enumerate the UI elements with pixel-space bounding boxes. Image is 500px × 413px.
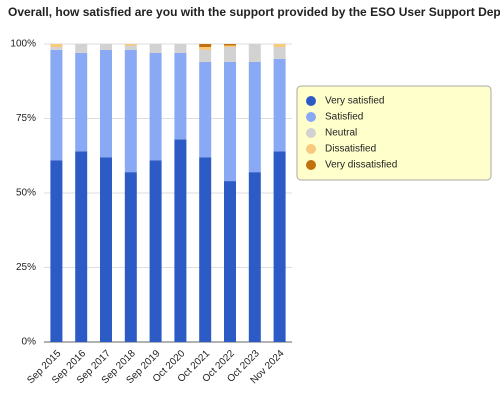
bar-segment	[75, 44, 88, 53]
y-tick-label: 75%	[16, 113, 36, 124]
bar-segment	[199, 61, 212, 158]
bar-segment	[149, 44, 162, 53]
bar-segment	[124, 49, 137, 173]
y-tick-label: 0%	[22, 337, 37, 348]
bar-segment	[273, 151, 286, 342]
bar-segment	[224, 181, 236, 342]
legend-box	[296, 85, 492, 181]
bar-segment	[149, 160, 162, 342]
bar-segment	[50, 160, 63, 342]
legend-label: Satisfied	[325, 112, 363, 123]
bar-segment	[50, 49, 63, 161]
legend-label: Neutral	[325, 128, 357, 139]
bar-segment	[100, 157, 112, 342]
bar-segment	[224, 44, 236, 46]
bar-segment	[199, 157, 212, 342]
y-tick-label: 50%	[16, 188, 36, 199]
bar-segment	[273, 58, 286, 152]
bar-segment	[149, 52, 162, 161]
bar-segment	[273, 46, 286, 59]
bar-segment	[50, 44, 63, 47]
bar-segment	[248, 172, 261, 342]
bar-segment	[174, 139, 187, 342]
legend-label: Dissatisfied	[325, 144, 376, 155]
bar-segment	[199, 44, 212, 47]
legend-label: Very satisfied	[325, 96, 384, 107]
legend-marker	[306, 112, 316, 122]
bar-segment	[100, 49, 112, 158]
bar-segment	[124, 45, 137, 50]
legend-marker	[306, 160, 316, 170]
bar-segment	[124, 172, 137, 342]
bar-segment	[174, 52, 187, 140]
y-tick-label: 100%	[10, 39, 36, 50]
bar-segment	[199, 46, 212, 50]
bar-segment	[273, 44, 286, 47]
bar-segment	[75, 52, 88, 152]
bar-segment	[75, 151, 88, 342]
legend-marker	[306, 128, 316, 138]
legend-marker	[306, 144, 316, 154]
bar-segment	[100, 44, 112, 50]
y-tick-label: 25%	[16, 262, 36, 273]
chart-title: Overall, how satisfied are you with the …	[8, 5, 500, 19]
bar-segment	[199, 49, 212, 62]
bar-segment	[50, 46, 63, 50]
bar-segment	[248, 44, 261, 62]
bar-segment	[224, 61, 236, 182]
bar-segment	[174, 44, 187, 53]
bar-segment	[224, 46, 236, 62]
bar-segment	[248, 61, 261, 173]
legend-label: Very dissatisfied	[325, 160, 397, 171]
bar-segment	[124, 44, 137, 46]
bar-segment	[224, 45, 236, 47]
legend-marker	[306, 96, 316, 106]
